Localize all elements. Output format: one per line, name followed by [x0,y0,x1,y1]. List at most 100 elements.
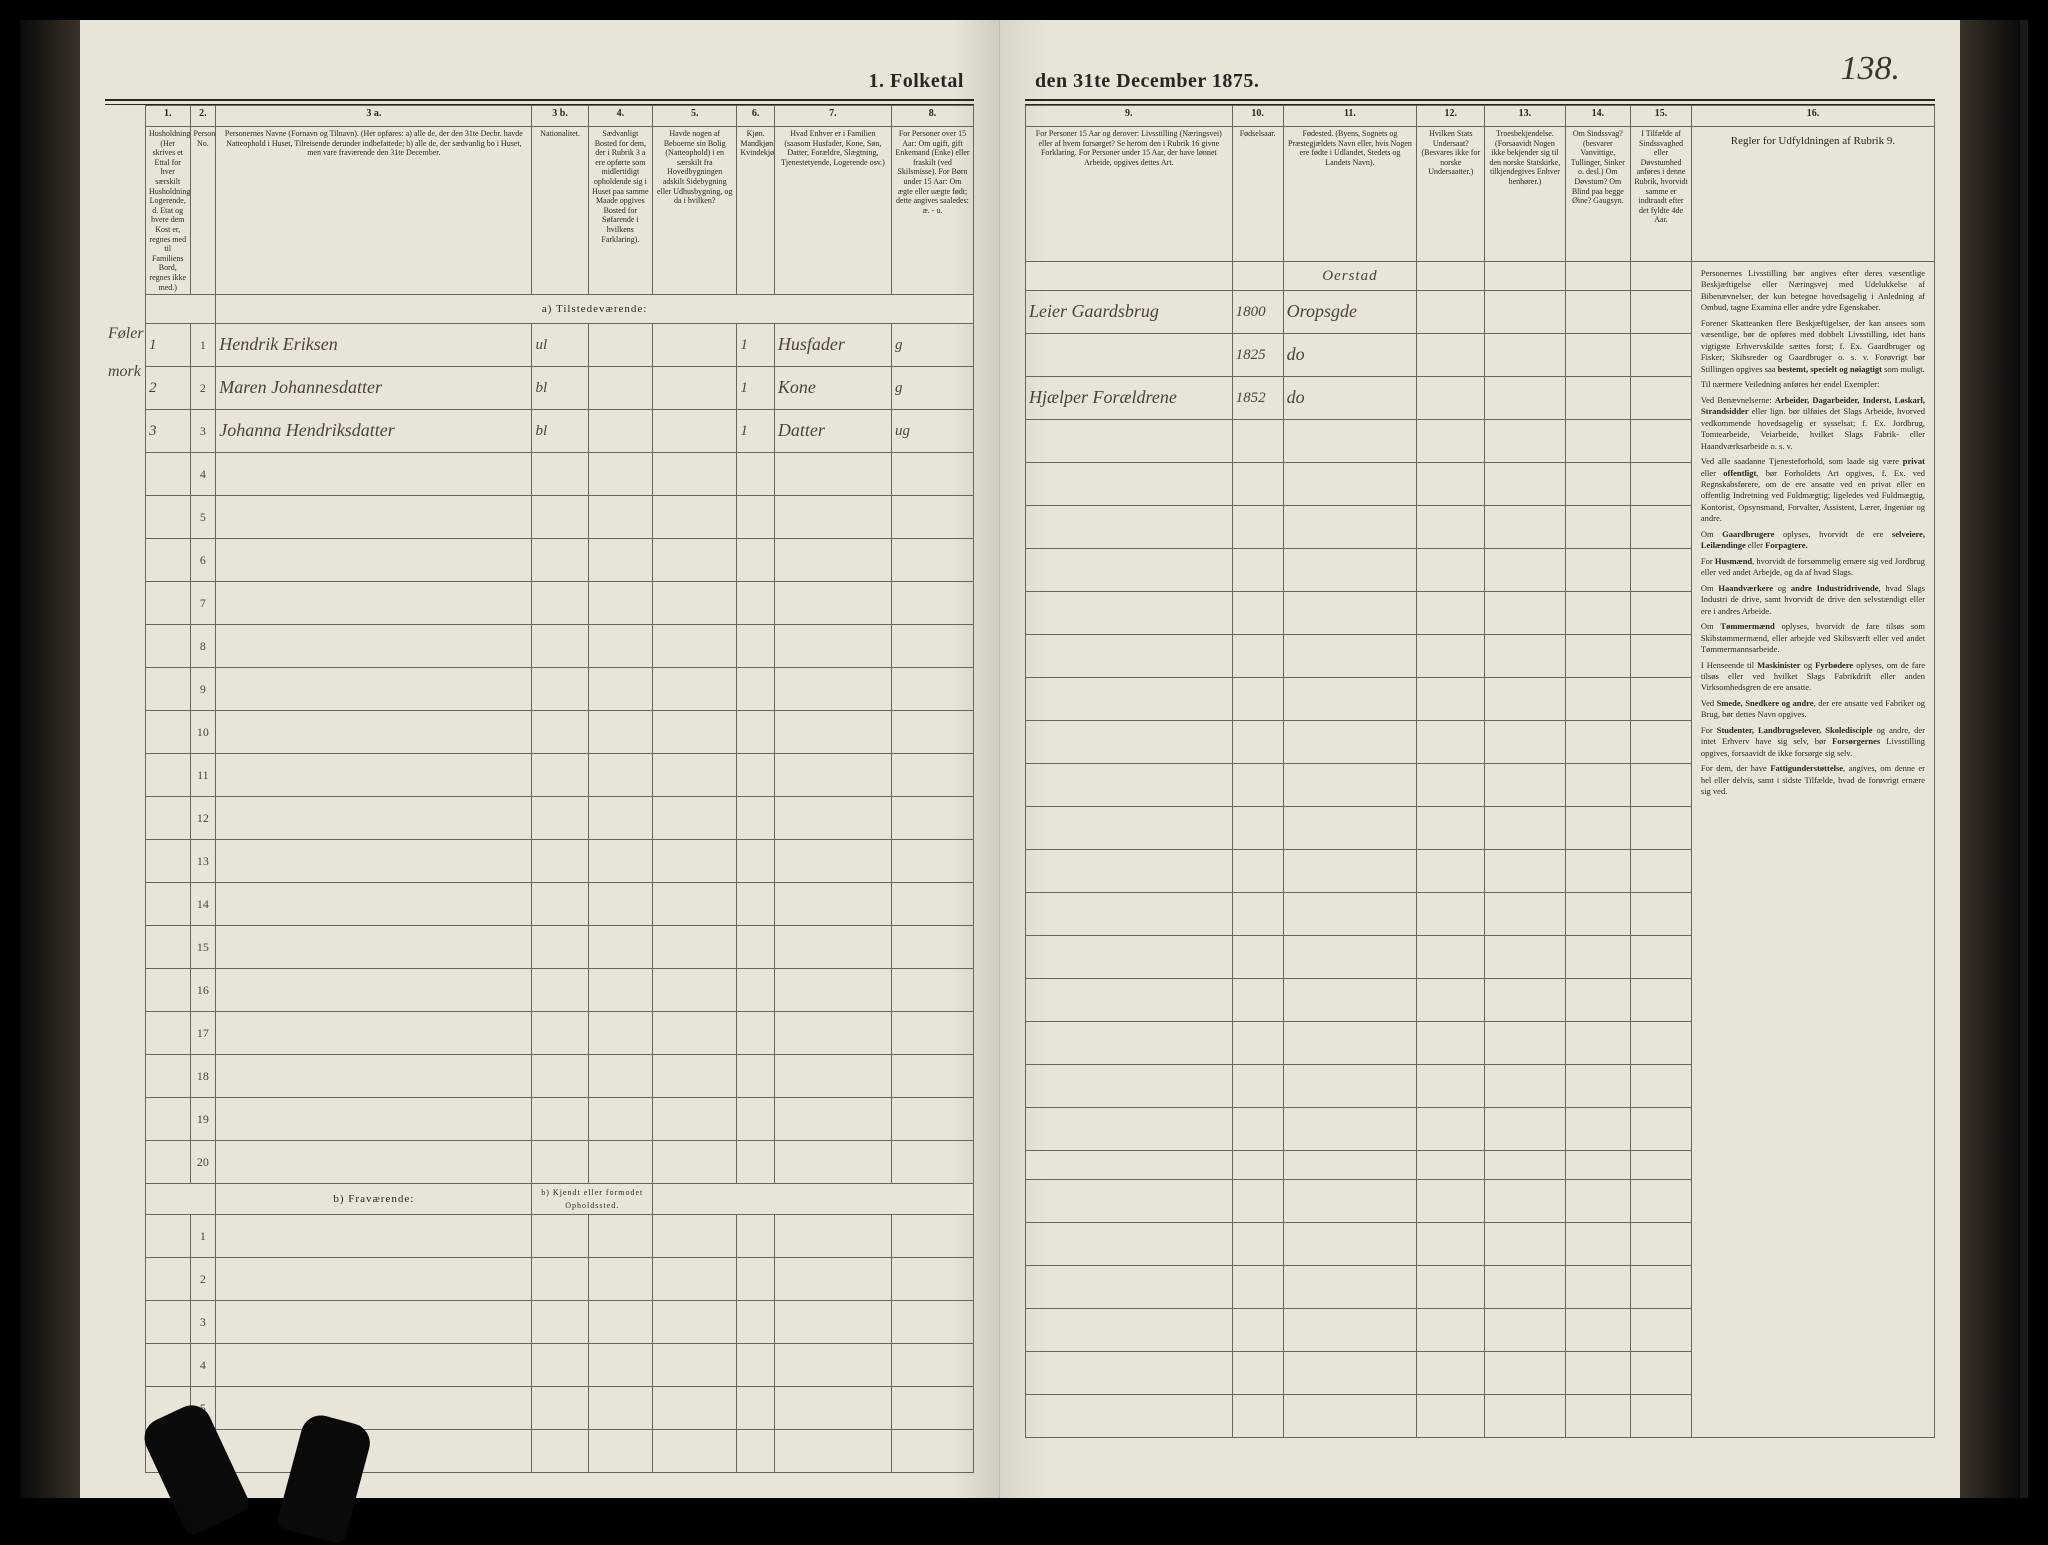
table-cell [653,1430,737,1473]
margin-annotation: Føler mork [108,315,144,392]
table-cell [774,797,891,840]
table-cell [891,496,973,539]
table-cell [1631,1395,1692,1438]
table-cell: 10 [190,711,216,754]
table-cell [146,1098,191,1141]
table-cell [1485,1022,1565,1065]
table-cell [1283,1022,1417,1065]
table-cell [532,1258,588,1301]
table-cell [532,453,588,496]
margin-note-1: Føler [108,315,144,353]
table-cell [216,453,532,496]
table-cell [1232,893,1283,936]
table-cell [1485,463,1565,506]
table-cell [146,1184,216,1215]
table-cell: bl [532,410,588,453]
table-cell [216,1055,532,1098]
table-row: 6 [146,539,974,582]
table-cell [1485,936,1565,979]
table-cell [588,1012,652,1055]
table-cell [1565,1352,1631,1395]
table-cell [146,883,191,926]
table-cell: bl [532,367,588,410]
table-row: 5 [146,496,974,539]
table-cell [774,668,891,711]
table-cell [1565,1151,1631,1180]
table-cell [1283,1180,1417,1223]
table-cell: 8 [190,625,216,668]
instruction-paragraph: Om Tømmermænd oplyses, hvorvidt de fare … [1701,621,1925,655]
table-cell [653,625,737,668]
table-cell: 1852 [1232,377,1283,420]
table-cell [1485,850,1565,893]
table-cell: 3 [190,410,216,453]
table-cell [653,711,737,754]
table-cell: 3 [190,1301,216,1344]
table-cell [1485,1108,1565,1151]
table-cell [1026,936,1233,979]
table-cell [737,754,774,797]
table-cell [1631,1065,1692,1108]
table-cell [216,926,532,969]
table-cell [1232,850,1283,893]
table-cell [1565,506,1631,549]
table-cell [588,1141,652,1184]
table-cell [588,754,652,797]
table-cell [1417,979,1485,1022]
column-header-row: Husholdninger. (Her skrives et Ettal for… [146,127,974,295]
table-cell [1565,936,1631,979]
table-cell [216,668,532,711]
table-cell [1485,377,1565,420]
table-cell [1631,979,1692,1022]
table-cell [737,711,774,754]
table-cell [1283,893,1417,936]
instruction-paragraph: Personernes Livsstilling bør angives eft… [1701,268,1925,314]
table-cell [1565,635,1631,678]
table-cell [1631,1151,1692,1180]
table-cell [1417,893,1485,936]
table-row: 7 [146,582,974,625]
table-cell [1283,850,1417,893]
table-cell [146,453,191,496]
table-cell: 12 [190,797,216,840]
table-cell [653,883,737,926]
table-cell [532,1387,588,1430]
table-cell [1232,807,1283,850]
table-cell [1631,420,1692,463]
table-cell [1026,1352,1233,1395]
table-cell [1565,1309,1631,1352]
table-cell [737,926,774,969]
table-cell [1283,721,1417,764]
table-cell [1232,1395,1283,1438]
table-cell [1417,936,1485,979]
column-number: 15. [1631,106,1692,127]
table-row: 3 [146,1301,974,1344]
column-number: 1. [146,106,191,127]
table-cell [1565,979,1631,1022]
table-cell [216,496,532,539]
column-header: Fødselsaar. [1232,127,1283,262]
table-cell [774,496,891,539]
table-cell [1232,635,1283,678]
table-cell [146,668,191,711]
table-cell [1485,592,1565,635]
table-cell [588,367,652,410]
table-cell [532,1430,588,1473]
table-cell [216,969,532,1012]
table-cell [1283,1223,1417,1266]
table-cell: 1 [737,324,774,367]
table-cell [1631,807,1692,850]
table-cell: 7 [190,582,216,625]
table-cell [1631,721,1692,764]
table-cell [653,1098,737,1141]
table-cell [1565,377,1631,420]
table-cell: 3 [146,410,191,453]
table-cell: do [1283,334,1417,377]
column-number: 8. [891,106,973,127]
table-cell [588,1387,652,1430]
table-cell [891,1258,973,1301]
table-cell [216,1258,532,1301]
table-cell [1631,334,1692,377]
table-cell [1026,592,1233,635]
table-cell [653,754,737,797]
